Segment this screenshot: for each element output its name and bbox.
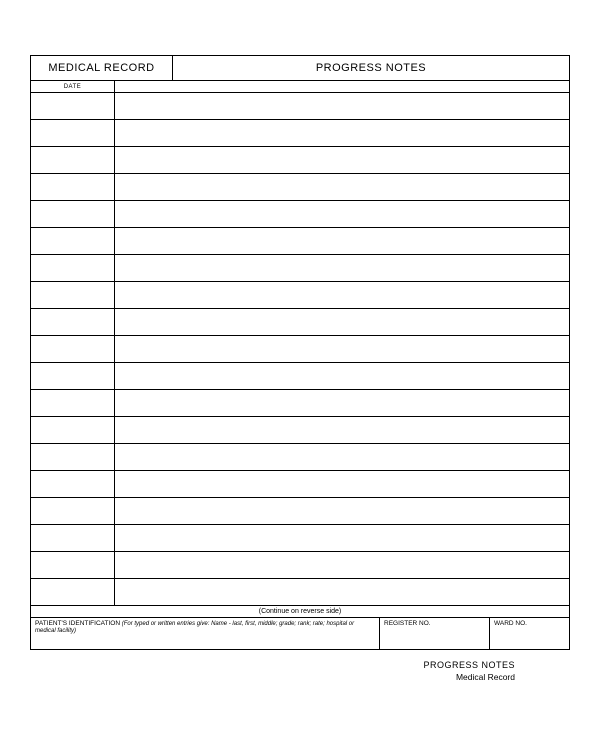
note-cell[interactable] [115,417,569,443]
date-cell[interactable] [31,498,115,524]
entry-row[interactable] [31,552,569,579]
note-cell[interactable] [115,336,569,362]
date-cell[interactable] [31,417,115,443]
footer-row: PATIENT'S IDENTIFICATION (For typed or w… [30,618,570,650]
entry-row[interactable] [31,201,569,228]
entry-row[interactable] [31,228,569,255]
patient-identification-cell[interactable]: PATIENT'S IDENTIFICATION (For typed or w… [31,618,379,649]
lined-entry-area [30,93,570,606]
date-cell[interactable] [31,309,115,335]
note-cell[interactable] [115,309,569,335]
date-cell[interactable] [31,390,115,416]
note-cell[interactable] [115,525,569,551]
medical-record-form: MEDICAL RECORD PROGRESS NOTES DATE (Cont… [30,55,570,682]
entry-row[interactable] [31,471,569,498]
entry-row[interactable] [31,120,569,147]
note-cell[interactable] [115,363,569,389]
date-cell[interactable] [31,363,115,389]
continue-row: (Continue on reverse side) [30,606,570,618]
entry-row[interactable] [31,309,569,336]
register-no-cell[interactable]: REGISTER NO. [379,618,489,649]
note-cell[interactable] [115,120,569,146]
subheader-row: DATE [30,81,570,93]
entry-row[interactable] [31,525,569,552]
entry-row[interactable] [31,174,569,201]
ward-no-cell[interactable]: WARD NO. [489,618,569,649]
note-cell[interactable] [115,228,569,254]
entry-row[interactable] [31,417,569,444]
bottom-labels: PROGRESS NOTES Medical Record [30,660,570,682]
note-cell[interactable] [115,93,569,119]
date-cell[interactable] [31,147,115,173]
entry-row[interactable] [31,93,569,120]
entry-row[interactable] [31,363,569,390]
notes-column-header [115,81,569,92]
date-cell[interactable] [31,228,115,254]
date-cell[interactable] [31,120,115,146]
date-cell[interactable] [31,336,115,362]
header-progress-notes: PROGRESS NOTES [173,56,569,80]
entry-row[interactable] [31,579,569,606]
date-cell[interactable] [31,201,115,227]
date-cell[interactable] [31,282,115,308]
date-cell[interactable] [31,525,115,551]
entry-row[interactable] [31,282,569,309]
ward-no-label: WARD NO. [494,620,527,627]
date-cell[interactable] [31,174,115,200]
header-medical-record: MEDICAL RECORD [31,56,173,80]
date-cell[interactable] [31,255,115,281]
note-cell[interactable] [115,579,569,605]
date-cell[interactable] [31,444,115,470]
note-cell[interactable] [115,390,569,416]
entry-row[interactable] [31,147,569,174]
entry-row[interactable] [31,255,569,282]
entry-row[interactable] [31,390,569,417]
patient-id-label: PATIENT'S IDENTIFICATION [35,620,120,627]
date-cell[interactable] [31,471,115,497]
date-cell[interactable] [31,552,115,578]
note-cell[interactable] [115,444,569,470]
note-cell[interactable] [115,552,569,578]
note-cell[interactable] [115,282,569,308]
note-cell[interactable] [115,147,569,173]
date-cell[interactable] [31,579,115,605]
continue-text: (Continue on reverse side) [259,608,342,615]
bottom-medical-record: Medical Record [30,672,515,682]
bottom-progress-notes: PROGRESS NOTES [30,660,515,670]
date-cell[interactable] [31,93,115,119]
entry-row[interactable] [31,336,569,363]
note-cell[interactable] [115,255,569,281]
note-cell[interactable] [115,471,569,497]
header-row: MEDICAL RECORD PROGRESS NOTES [30,55,570,81]
note-cell[interactable] [115,201,569,227]
register-no-label: REGISTER NO. [384,620,431,627]
date-column-header: DATE [31,81,115,92]
note-cell[interactable] [115,174,569,200]
entry-row[interactable] [31,498,569,525]
entry-row[interactable] [31,444,569,471]
note-cell[interactable] [115,498,569,524]
